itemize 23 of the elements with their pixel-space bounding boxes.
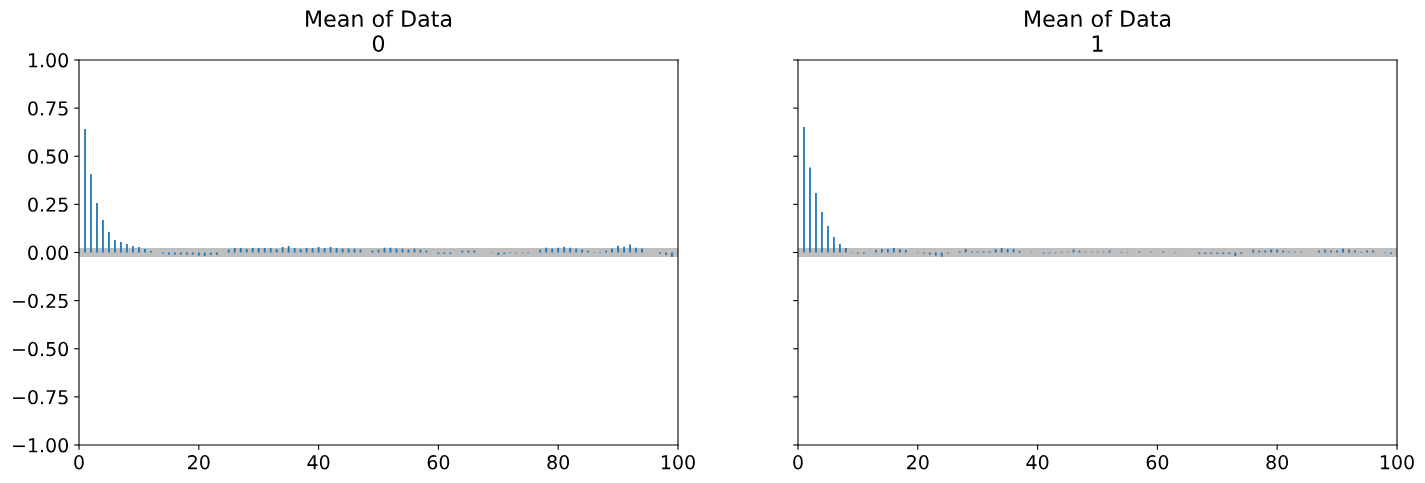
y-tick-label: 0.25	[28, 197, 68, 212]
x-tick-label: 0	[793, 455, 803, 470]
chart-title: Mean of Data 1	[1025, 9, 1171, 52]
x-tick-label: 80	[547, 455, 570, 470]
y-tick-label: −1.00	[12, 438, 69, 453]
x-tick-label: 20	[907, 455, 929, 470]
x-tick-label: 40	[307, 455, 330, 470]
x-tick-label: 100	[661, 455, 695, 470]
x-tick-label: 60	[427, 455, 450, 470]
y-tick-label: −0.25	[12, 293, 68, 309]
y-tick-label: −0.75	[12, 389, 68, 405]
x-tick-label: 40	[1026, 455, 1049, 470]
x-tick-label: 100	[1380, 455, 1414, 470]
x-tick-label: 20	[188, 455, 210, 470]
y-tick-label: 1.00	[29, 53, 69, 68]
x-tick-label: 0	[74, 455, 84, 470]
y-tick-label: 0.00	[28, 245, 69, 260]
y-tick-label: 0.50	[28, 149, 69, 164]
y-tick-label: −0.50	[12, 341, 69, 357]
x-tick-label: 80	[1266, 455, 1289, 470]
x-tick-label: 60	[1146, 455, 1169, 470]
chart-title: Mean of Data 0	[306, 9, 452, 52]
y-tick-label: 0.75	[28, 101, 68, 116]
